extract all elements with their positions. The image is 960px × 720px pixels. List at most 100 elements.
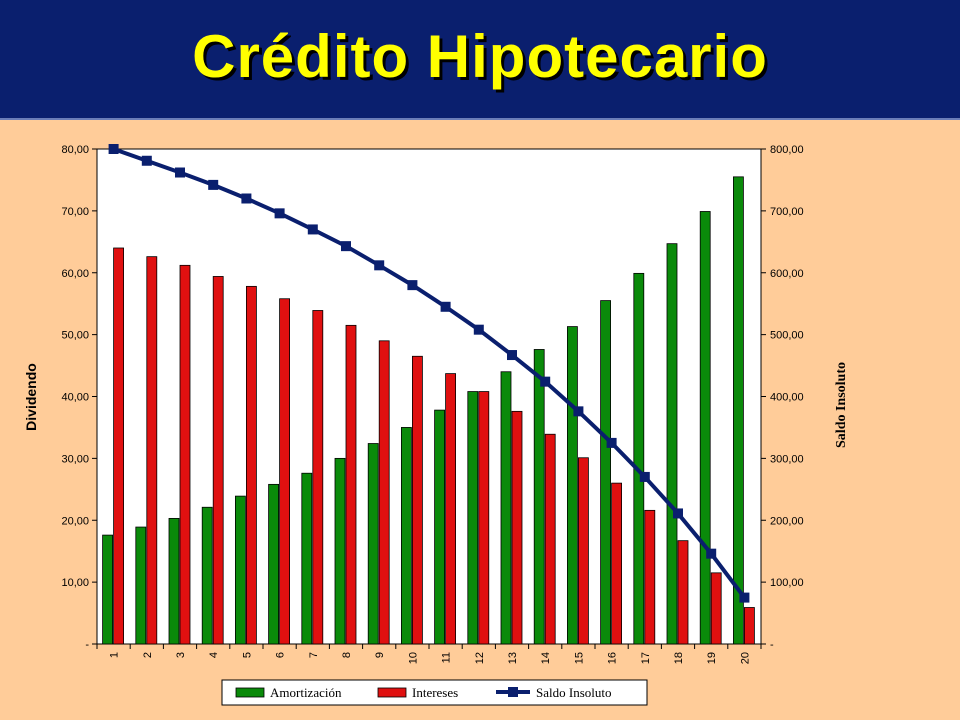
x-tick-label: 13 bbox=[507, 652, 519, 664]
bar-amortizacion bbox=[400, 427, 412, 645]
x-tick-label: 14 bbox=[540, 652, 552, 664]
y-axis-left: - 10,00 20,00 30,00 40,00 50,00 60,00 70,00 80,0… bbox=[61, 144, 97, 651]
bar-amortizacion bbox=[567, 326, 578, 645]
bar-intereses bbox=[212, 276, 224, 645]
x-tick-label: 16 bbox=[607, 652, 619, 664]
point-saldo-insoluto bbox=[175, 167, 185, 178]
point-saldo-insoluto bbox=[307, 224, 318, 235]
y-right-tick-label: 300,00 bbox=[770, 453, 804, 465]
x-tick-label: 2 bbox=[142, 652, 154, 658]
bar-intereses bbox=[677, 540, 689, 645]
bar-amortizacion bbox=[699, 211, 711, 645]
y-left-tick-label: 50,00 bbox=[61, 330, 89, 342]
point-saldo-insoluto bbox=[706, 548, 717, 559]
y-right-tick-label: 500,00 bbox=[770, 330, 804, 342]
legend-label-intereses: Intereses bbox=[412, 685, 458, 700]
point-saldo-insoluto bbox=[639, 471, 650, 482]
point-saldo-insoluto bbox=[274, 208, 285, 219]
bar-amortizacion bbox=[135, 526, 147, 645]
bar-amortizacion bbox=[201, 506, 213, 645]
header-divider bbox=[0, 118, 960, 120]
point-saldo-insoluto bbox=[407, 280, 418, 291]
y-left-tick-label: 10,00 bbox=[61, 577, 89, 589]
y-right-tick-label: 200,00 bbox=[770, 515, 804, 527]
point-saldo-insoluto bbox=[374, 260, 385, 271]
bar-amortizacion bbox=[467, 391, 479, 645]
x-tick-label: 17 bbox=[640, 652, 652, 664]
legend: Amortización Intereses Saldo Insoluto bbox=[221, 679, 648, 706]
bar-intereses bbox=[710, 572, 722, 645]
bar-intereses bbox=[279, 298, 291, 645]
bar-amortizacion bbox=[600, 300, 611, 645]
y-left-tick-label: 40,00 bbox=[61, 392, 89, 404]
y-right-tick-label: 400,00 bbox=[770, 392, 804, 404]
bar-amortizacion bbox=[334, 457, 346, 645]
point-saldo-insoluto bbox=[473, 324, 484, 335]
bar-intereses bbox=[544, 433, 556, 645]
bar-intereses bbox=[578, 457, 589, 645]
x-tick-label: 19 bbox=[706, 652, 718, 664]
y-left-tick-label: 80,00 bbox=[61, 144, 89, 156]
y-left-tick-label: - bbox=[85, 639, 89, 651]
bar-amortizacion bbox=[533, 349, 545, 645]
y-right-tick-label: - bbox=[770, 639, 774, 651]
legend-label-saldo: Saldo Insoluto bbox=[536, 685, 611, 700]
x-tick-label: 8 bbox=[341, 652, 353, 658]
plot-area bbox=[96, 148, 762, 645]
bar-amortizacion bbox=[301, 472, 313, 645]
x-tick-label: 9 bbox=[374, 652, 386, 658]
point-saldo-insoluto bbox=[606, 437, 617, 448]
bar-amortizacion bbox=[268, 483, 280, 645]
bar-amortizacion bbox=[633, 272, 645, 645]
bar-amortizacion bbox=[168, 517, 180, 645]
y-axis-label-left: Dividendo bbox=[23, 363, 39, 431]
bar-amortizacion bbox=[367, 443, 379, 645]
y-left-tick-label: 20,00 bbox=[61, 515, 89, 527]
x-tick-label: 20 bbox=[739, 652, 751, 664]
point-saldo-insoluto bbox=[141, 155, 152, 166]
y-right-tick-label: 100,00 bbox=[770, 577, 804, 589]
x-tick-label: 15 bbox=[573, 652, 585, 664]
x-tick-label: 18 bbox=[673, 652, 685, 664]
x-tick-label: 1 bbox=[109, 652, 121, 658]
x-tick-label: 5 bbox=[241, 652, 253, 658]
bar-amortizacion bbox=[733, 176, 744, 645]
bar-amortizacion bbox=[666, 243, 678, 645]
point-saldo-insoluto bbox=[507, 350, 517, 361]
legend-marker-saldo bbox=[508, 687, 518, 697]
point-saldo-insoluto bbox=[341, 241, 351, 252]
slide-header bbox=[0, 0, 960, 118]
x-tick-label: 6 bbox=[275, 652, 287, 658]
point-saldo-insoluto bbox=[208, 179, 219, 190]
point-saldo-insoluto bbox=[108, 144, 119, 154]
bar-intereses bbox=[478, 391, 490, 645]
x-axis: 1 2 3 4 5 6 7 8 9 10 11 12 13 14 15 16 17 18 19 20 bbox=[96, 644, 762, 664]
bar-intereses bbox=[113, 247, 124, 645]
y-axis-right: - 100,00 200,00 300,00 400,00 500,00 600,00 700… bbox=[761, 144, 804, 651]
bar-intereses bbox=[611, 482, 622, 645]
line-saldo-insoluto bbox=[112, 147, 746, 599]
legend-swatch-amortizacion bbox=[235, 687, 265, 698]
y-axis-label-right: Saldo Insoluto bbox=[834, 362, 849, 448]
bar-intereses bbox=[245, 285, 257, 645]
bar-intereses bbox=[146, 256, 158, 645]
bar-amortizacion bbox=[434, 409, 446, 645]
x-tick-label: 3 bbox=[175, 652, 187, 658]
y-right-tick-label: 800,00 bbox=[770, 144, 804, 156]
bar-intereses bbox=[345, 324, 357, 645]
bar-intereses bbox=[179, 264, 191, 645]
bar-intereses bbox=[312, 310, 324, 645]
point-saldo-insoluto bbox=[573, 406, 584, 417]
point-saldo-insoluto bbox=[241, 193, 252, 204]
slide-title: Crédito Hipotecario bbox=[192, 23, 768, 90]
legend-label-amortizacion: Amortización bbox=[270, 685, 342, 700]
y-left-tick-label: 30,00 bbox=[61, 453, 89, 465]
bar-amortizacion bbox=[500, 371, 512, 645]
legend-box bbox=[221, 679, 648, 706]
bar-intereses bbox=[378, 340, 390, 645]
bar-intereses bbox=[744, 607, 755, 645]
point-saldo-insoluto bbox=[440, 301, 451, 312]
point-saldo-insoluto bbox=[739, 592, 750, 603]
line-series bbox=[108, 144, 750, 603]
